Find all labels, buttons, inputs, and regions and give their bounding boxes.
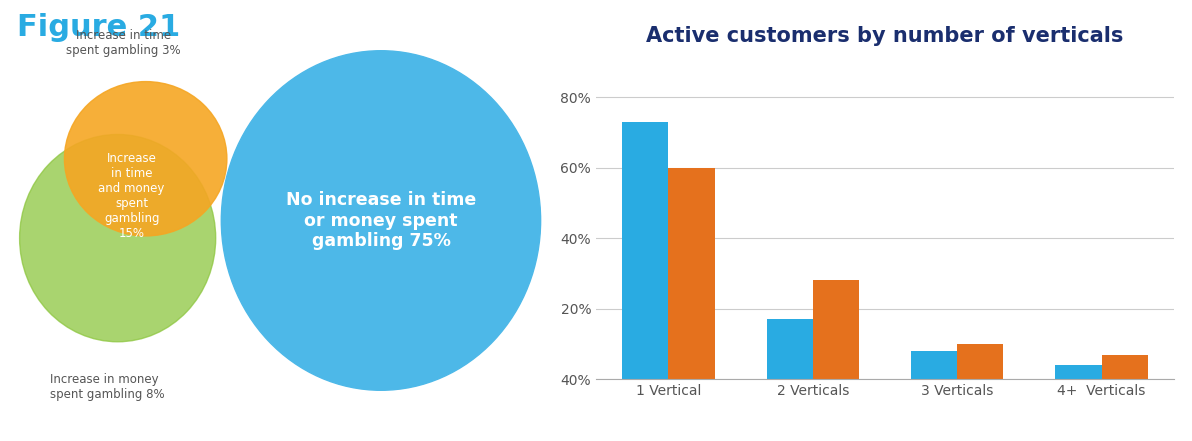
Bar [813, 280, 859, 379]
Text: Figure 21: Figure 21 [17, 13, 180, 42]
Text: Increase in time
spent gambling 3%: Increase in time spent gambling 3% [66, 29, 180, 56]
Ellipse shape [19, 135, 216, 342]
Bar [1055, 365, 1101, 379]
Bar [1101, 355, 1148, 379]
Bar [911, 351, 957, 379]
Bar [669, 168, 715, 379]
Text: No increase in time
or money spent
gambling 75%: No increase in time or money spent gambl… [286, 191, 476, 250]
Ellipse shape [64, 82, 226, 236]
Ellipse shape [222, 51, 541, 390]
Bar [622, 122, 669, 379]
Bar [957, 344, 1004, 379]
Title: Active customers by number of verticals: Active customers by number of verticals [646, 26, 1124, 46]
Bar [766, 319, 813, 379]
Text: Increase in money
spent gambling 8%: Increase in money spent gambling 8% [50, 374, 164, 401]
Text: Increase
in time
and money
spent
gambling
15%: Increase in time and money spent gamblin… [99, 152, 164, 240]
